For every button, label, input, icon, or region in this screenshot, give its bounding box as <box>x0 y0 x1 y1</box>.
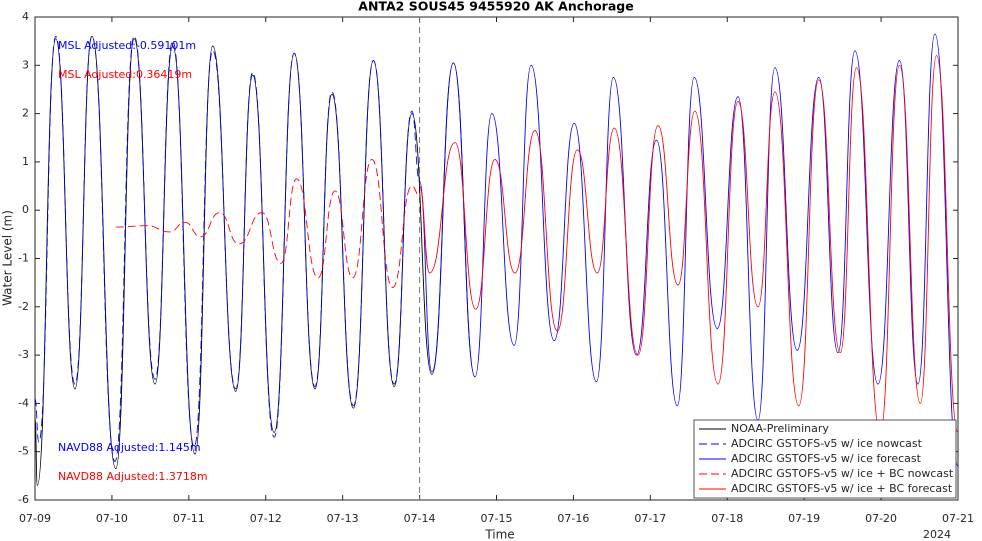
y-tick-label: -5 <box>18 445 29 458</box>
y-tick-label: 3 <box>22 58 29 71</box>
x-tick-label: 07-09 <box>19 512 51 525</box>
legend-label: ADCIRC GSTOFS-v5 w/ ice + BC nowcast <box>731 467 954 480</box>
series-line <box>419 33 959 467</box>
x-tick-label: 07-14 <box>404 512 436 525</box>
legend-label: ADCIRC GSTOFS-v5 w/ ice nowcast <box>731 437 923 450</box>
legend-box <box>693 419 957 499</box>
x-tick-label: 07-18 <box>711 512 743 525</box>
y-axis-label: Water Level (m) <box>1 210 15 306</box>
y-tick-label: -1 <box>18 252 29 265</box>
annotation: MSL Adjusted:0.36419m <box>58 68 192 81</box>
x-tick-label: 07-20 <box>865 512 897 525</box>
series-line <box>34 35 421 462</box>
y-tick-label: 0 <box>22 203 29 216</box>
y-tick-label: -3 <box>18 348 29 361</box>
legend-label: ADCIRC GSTOFS-v5 w/ ice forecast <box>731 452 922 465</box>
y-tick-label: 2 <box>22 107 29 120</box>
plot-area <box>34 16 959 501</box>
x-tick-label: 07-13 <box>327 512 359 525</box>
legend-label: ADCIRC GSTOFS-v5 w/ ice + BC forecast <box>731 482 953 495</box>
x-tick-label: 07-17 <box>634 512 666 525</box>
series-line <box>115 159 420 288</box>
annotation: NAVD88 Adjusted:1.3718m <box>58 470 208 483</box>
y-tick-label: 4 <box>22 10 29 23</box>
y-tick-label: -2 <box>18 300 29 313</box>
legend-label: NOAA-Preliminary <box>731 422 829 435</box>
chart-title: ANTA2 SOUS45 9455920 AK Anchorage <box>358 0 633 14</box>
x-tick-label: 07-16 <box>557 512 589 525</box>
annotation: MSL Adjusted:-0.59101m <box>58 39 196 52</box>
x-tick-label: 07-12 <box>250 512 282 525</box>
y-tick-label: 1 <box>22 155 29 168</box>
x-tick-label: 07-10 <box>96 512 128 525</box>
y-tick-label: -6 <box>18 493 29 506</box>
x-axis-label: Time <box>484 528 514 541</box>
year-label: 2024 <box>923 528 951 541</box>
annotation: NAVD88 Adjusted:1.145m <box>58 441 201 454</box>
x-tick-label: 07-21 <box>942 512 974 525</box>
y-tick-label: -4 <box>18 396 29 409</box>
series-line <box>419 55 959 433</box>
x-tick-label: 07-15 <box>481 512 513 525</box>
x-tick-label: 07-11 <box>173 512 205 525</box>
x-tick-label: 07-19 <box>788 512 820 525</box>
